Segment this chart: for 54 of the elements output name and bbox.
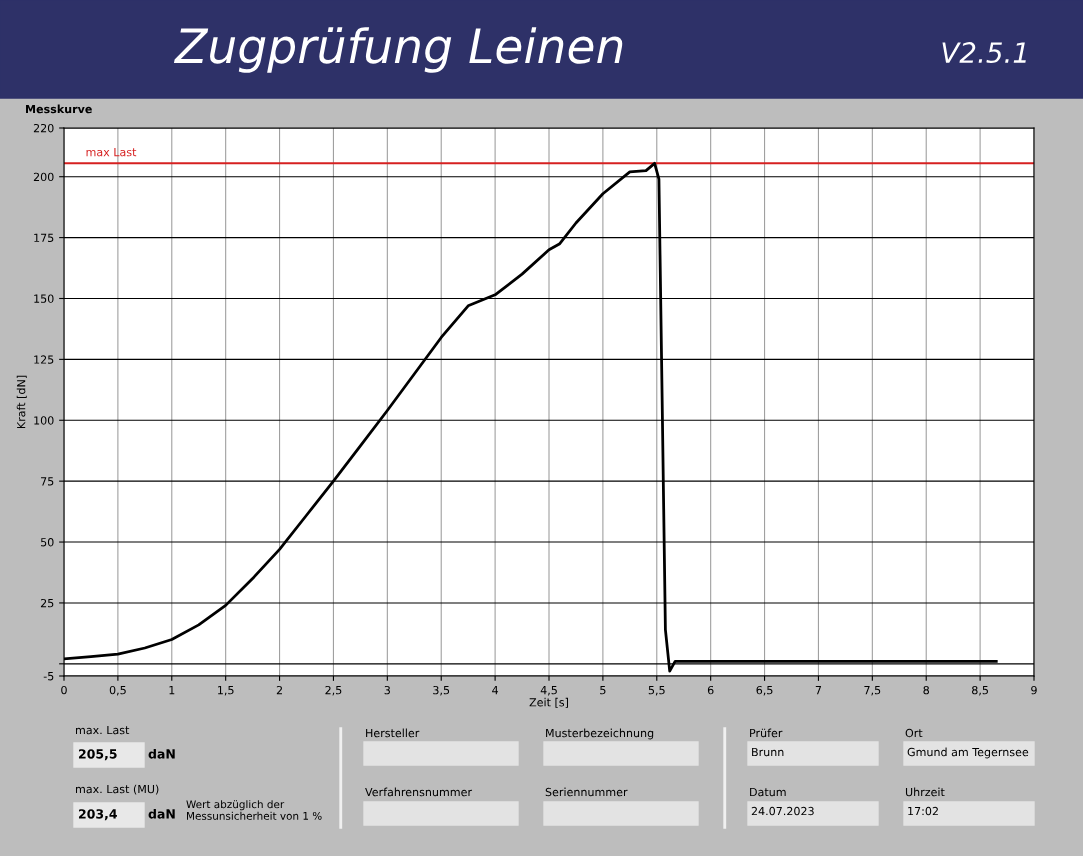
x-tick-label: 0,5 [109, 685, 126, 696]
text: Verfahrensnummer [365, 787, 473, 797]
x-tick-label: 7 [815, 686, 822, 695]
y-tick-label: 75 [41, 477, 54, 486]
x-axis-title: Zeit [s] [529, 697, 568, 708]
y-tick-label: 175 [34, 233, 54, 242]
x-tick-label: 1 [169, 686, 175, 695]
chart-title: Messkurve [26, 104, 92, 114]
x-tick-label: 5 [600, 686, 606, 695]
text: 203,4 [78, 809, 117, 821]
x-tick-label: 3 [384, 685, 390, 695]
y-axis-title: Kraft [dN] [16, 375, 27, 429]
x-tick-label: 9 [1031, 685, 1037, 695]
y-tick-label: 125 [34, 355, 54, 364]
text: daN [148, 808, 175, 819]
text: Gmund am Tegernsee [907, 747, 1029, 759]
x-tick-label: 3,5 [433, 685, 450, 696]
text: 205,5 [78, 749, 117, 761]
text: 17:02 [908, 806, 938, 816]
text: Zugprüfung Leinen [173, 27, 623, 73]
x-tick-label: 2 [276, 685, 282, 695]
y-tick-label: 50 [41, 538, 54, 547]
y-tick-label: 25 [40, 598, 54, 608]
text: V2.5.1 [942, 42, 1026, 64]
text: Hersteller [366, 728, 420, 738]
text: daN [148, 748, 175, 759]
x-tick-label: 7,5 [864, 686, 881, 696]
text: Datum [750, 787, 786, 797]
y-tick-label: 150 [34, 294, 54, 303]
x-tick-label: 0 [61, 685, 67, 695]
x-tick-label: 5,5 [648, 686, 665, 696]
text: Prüfer [750, 728, 783, 738]
text: 24.07.2023 [751, 806, 814, 816]
text: max. Last (MU) [76, 784, 159, 795]
text: Musterbezeichnung [546, 728, 654, 740]
x-tick-label: 1,5 [218, 686, 234, 696]
text: max. Last [76, 725, 130, 735]
x-tick-label: 8,5 [972, 685, 988, 696]
x-tick-label: 8 [923, 685, 929, 695]
text: Seriennummer [545, 787, 628, 797]
x-tick-label: 6 [707, 685, 714, 695]
text: Ort [905, 728, 923, 738]
x-tick-label: 6,5 [756, 685, 773, 696]
x-tick-label: 4 [492, 686, 499, 695]
x-tick-label: 4,5 [540, 686, 557, 696]
y-tick-label: 100 [34, 416, 54, 425]
y-tick-label: 220 [33, 123, 54, 133]
text: Wert abzüglich der Messunsicherheit von 1 % [186, 800, 322, 820]
x-tick-label: 2,5 [325, 685, 342, 696]
ref-line-label: max Last [86, 148, 137, 157]
text: Uhrzeit [905, 787, 945, 797]
text: Brunn [752, 747, 784, 757]
y-tick-label: -5 [43, 672, 54, 681]
y-tick-label: 200 [33, 172, 54, 182]
